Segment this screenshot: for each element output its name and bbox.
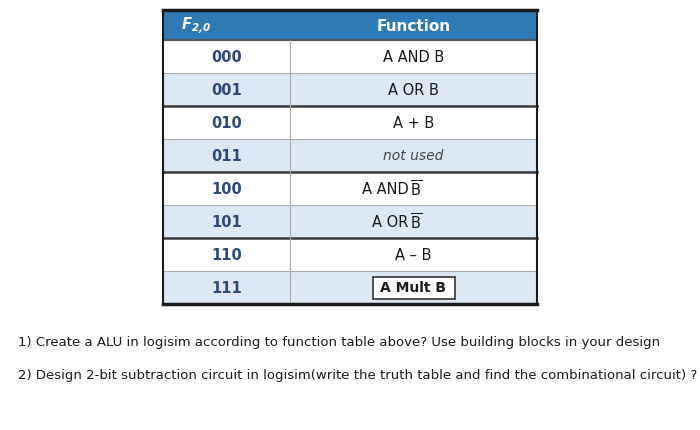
- Bar: [163, 172, 537, 206]
- Text: 111: 111: [211, 280, 242, 295]
- Text: not used: not used: [384, 149, 444, 163]
- Text: $\bfit{F}_{2{,}0}$: $\bfit{F}_{2{,}0}$: [181, 15, 211, 37]
- Text: Function: Function: [377, 18, 451, 34]
- Text: 2) Design 2-bit subtraction circuit in logisim(write the truth table and find th: 2) Design 2-bit subtraction circuit in l…: [18, 369, 697, 381]
- Bar: [163, 74, 537, 107]
- Text: $\overline{\mathrm{B}}$: $\overline{\mathrm{B}}$: [410, 212, 423, 232]
- Text: $\overline{\mathrm{B}}$: $\overline{\mathrm{B}}$: [410, 179, 423, 199]
- Bar: [163, 41, 537, 74]
- Text: A AND B: A AND B: [383, 50, 444, 65]
- Text: 000: 000: [211, 50, 242, 65]
- Bar: [372, 277, 454, 299]
- Bar: [163, 271, 537, 304]
- Bar: [163, 239, 537, 271]
- Text: A OR B: A OR B: [388, 83, 439, 98]
- Text: A Mult B: A Mult B: [381, 281, 447, 295]
- Text: 011: 011: [211, 149, 242, 164]
- Text: A + B: A + B: [393, 116, 434, 131]
- Text: 100: 100: [211, 181, 242, 197]
- Bar: [163, 11, 537, 41]
- Text: A OR: A OR: [372, 215, 409, 230]
- Text: 001: 001: [211, 83, 242, 98]
- Text: 101: 101: [211, 215, 242, 230]
- Text: 1) Create a ALU in logisim according to function table above? Use building block: 1) Create a ALU in logisim according to …: [18, 336, 660, 349]
- Text: 110: 110: [211, 247, 242, 262]
- Bar: [163, 107, 537, 140]
- Text: A AND: A AND: [362, 181, 409, 197]
- Bar: [163, 140, 537, 172]
- Text: 010: 010: [211, 116, 242, 131]
- Bar: [163, 206, 537, 239]
- Text: A – B: A – B: [395, 247, 432, 262]
